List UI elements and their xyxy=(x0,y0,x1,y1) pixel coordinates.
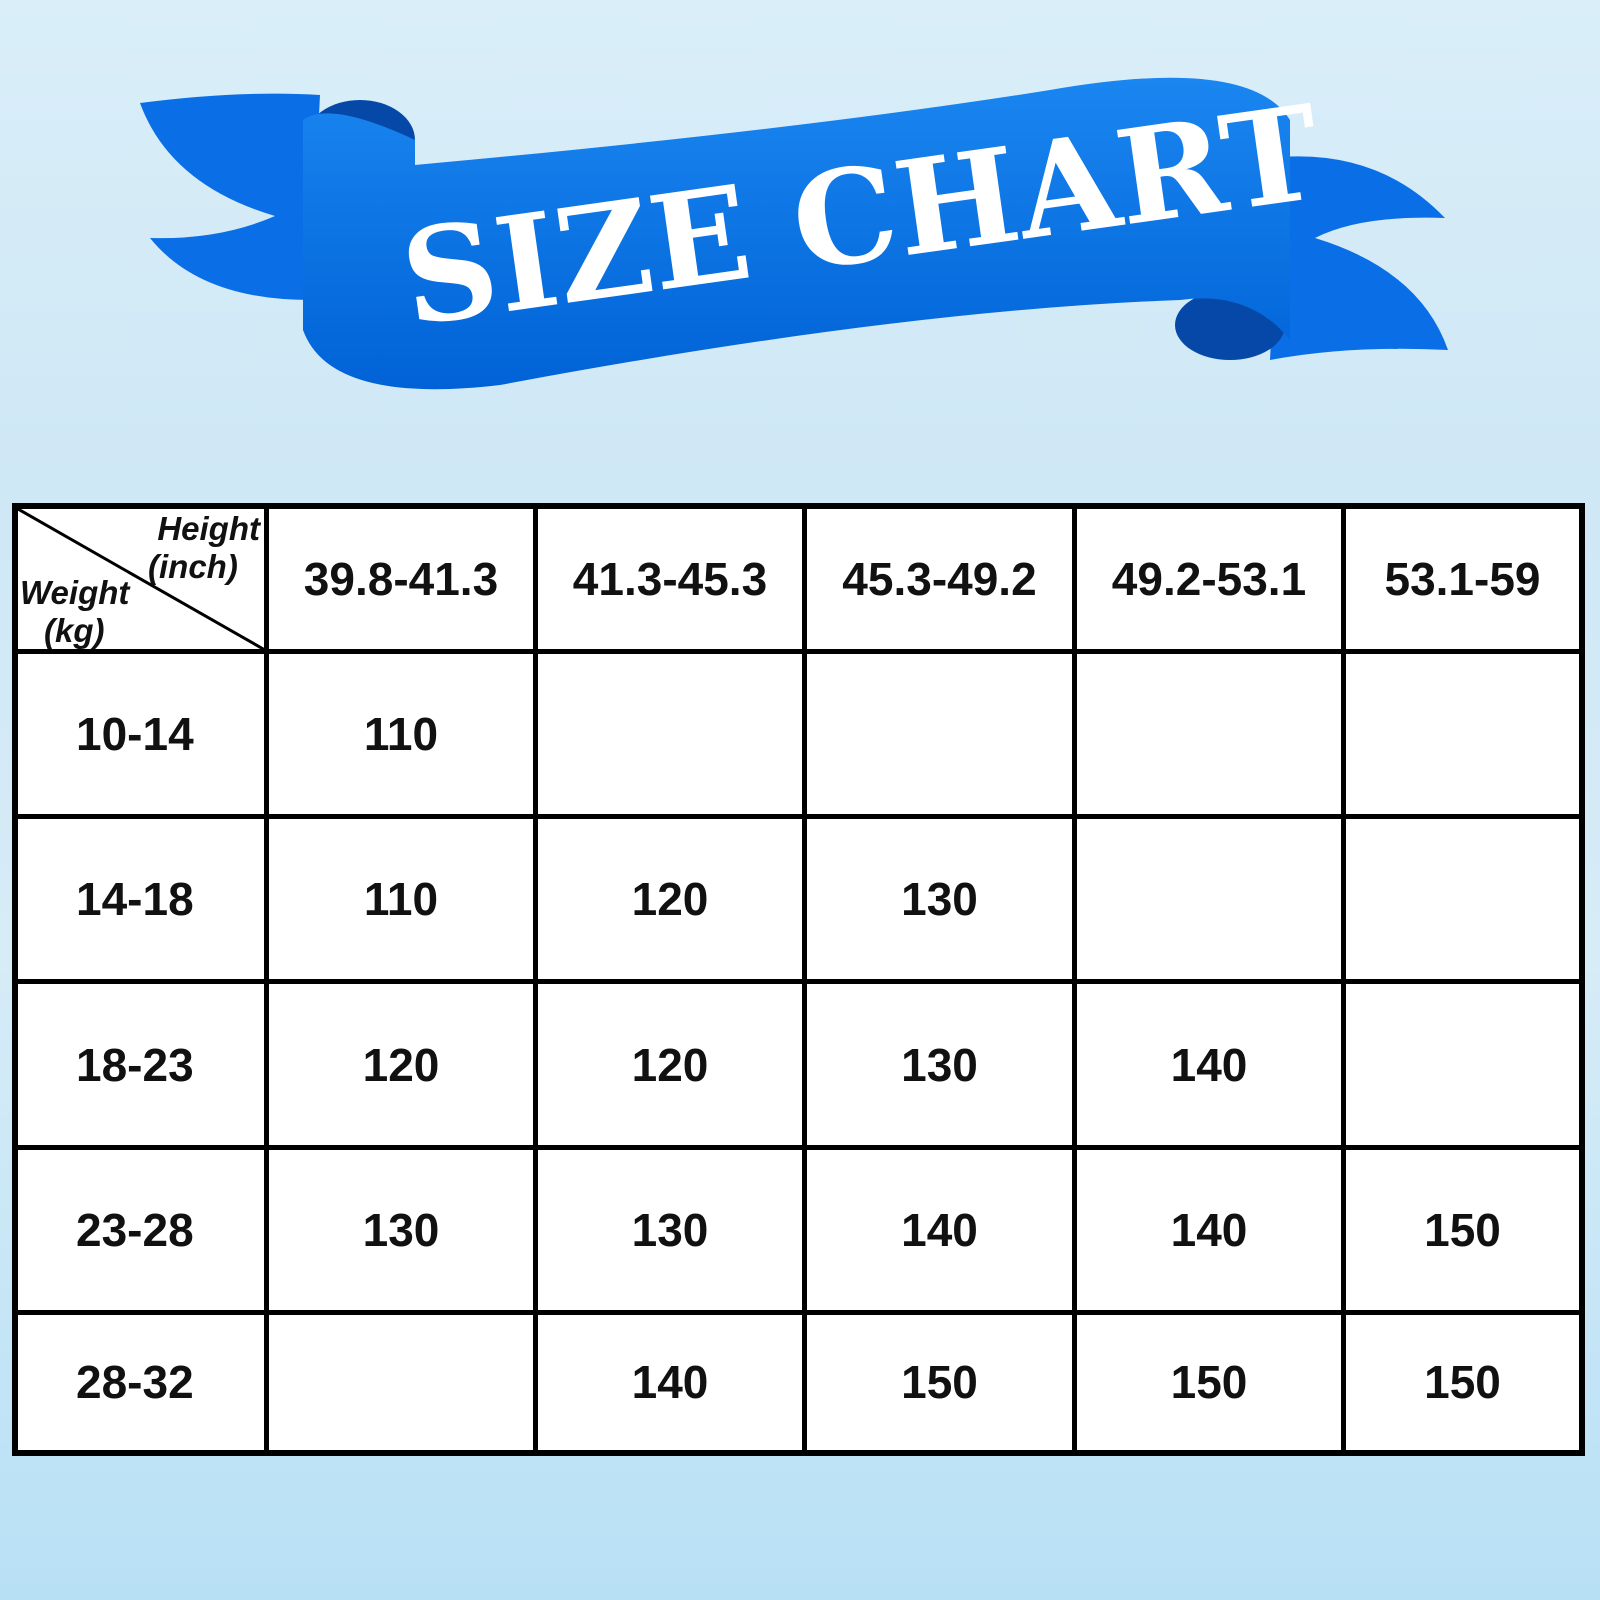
weight-unit: (kg) xyxy=(44,612,105,649)
table-cell: 140 xyxy=(1072,979,1346,1150)
table-cell: 150 xyxy=(802,1309,1077,1456)
column-header: 39.8-41.3 xyxy=(264,503,538,655)
table-row: 14-18 110 120 130 xyxy=(12,814,1585,985)
table-row: 10-14 110 xyxy=(12,649,1585,820)
table-cell xyxy=(1341,814,1585,985)
table-cell: 110 xyxy=(264,649,538,820)
table-cell xyxy=(1072,814,1346,985)
table-cell xyxy=(264,1309,538,1456)
column-header: 49.2-53.1 xyxy=(1072,503,1346,655)
height-label: Height xyxy=(157,510,260,547)
ribbon-left-tail xyxy=(140,93,320,300)
ribbon-body xyxy=(303,77,1290,390)
table-cell xyxy=(1341,979,1585,1150)
table-cell: 150 xyxy=(1072,1309,1346,1456)
table-cell: 140 xyxy=(802,1144,1077,1315)
row-header: 14-18 xyxy=(12,814,269,985)
table-row: 28-32 140 150 150 150 xyxy=(12,1309,1585,1456)
table-cell: 140 xyxy=(533,1309,807,1456)
table-row: 18-23 120 120 130 140 xyxy=(12,979,1585,1150)
table-cell: 120 xyxy=(264,979,538,1150)
table-cell xyxy=(802,649,1077,820)
header-row: Height (inch) Weight (kg) 39.8-41.3 41.3… xyxy=(12,503,1585,655)
column-header: 53.1-59 xyxy=(1341,503,1585,655)
table-cell: 110 xyxy=(264,814,538,985)
height-unit: (inch) xyxy=(148,548,238,585)
row-header: 23-28 xyxy=(12,1144,269,1315)
ribbon-right-tail xyxy=(1270,156,1448,360)
column-header: 41.3-45.3 xyxy=(533,503,807,655)
table-cell: 130 xyxy=(802,814,1077,985)
column-header: 45.3-49.2 xyxy=(802,503,1077,655)
table-cell xyxy=(1072,649,1346,820)
size-chart-table: Height (inch) Weight (kg) 39.8-41.3 41.3… xyxy=(12,503,1585,1456)
table-cell: 150 xyxy=(1341,1144,1585,1315)
table-row: 23-28 130 130 140 140 150 xyxy=(12,1144,1585,1315)
table-cell: 120 xyxy=(533,814,807,985)
table-cell xyxy=(1341,649,1585,820)
table-cell: 130 xyxy=(264,1144,538,1315)
table-cell: 130 xyxy=(802,979,1077,1150)
table-cell: 140 xyxy=(1072,1144,1346,1315)
table-cell: 130 xyxy=(533,1144,807,1315)
table-cell: 120 xyxy=(533,979,807,1150)
corner-header: Height (inch) Weight (kg) xyxy=(12,503,269,655)
row-header: 18-23 xyxy=(12,979,269,1150)
row-header: 28-32 xyxy=(12,1309,269,1456)
weight-label: Weight xyxy=(20,574,130,611)
table-cell: 150 xyxy=(1341,1309,1585,1456)
table-cell xyxy=(533,649,807,820)
title-ribbon: SIZE CHART xyxy=(140,76,1448,390)
row-header: 10-14 xyxy=(12,649,269,820)
